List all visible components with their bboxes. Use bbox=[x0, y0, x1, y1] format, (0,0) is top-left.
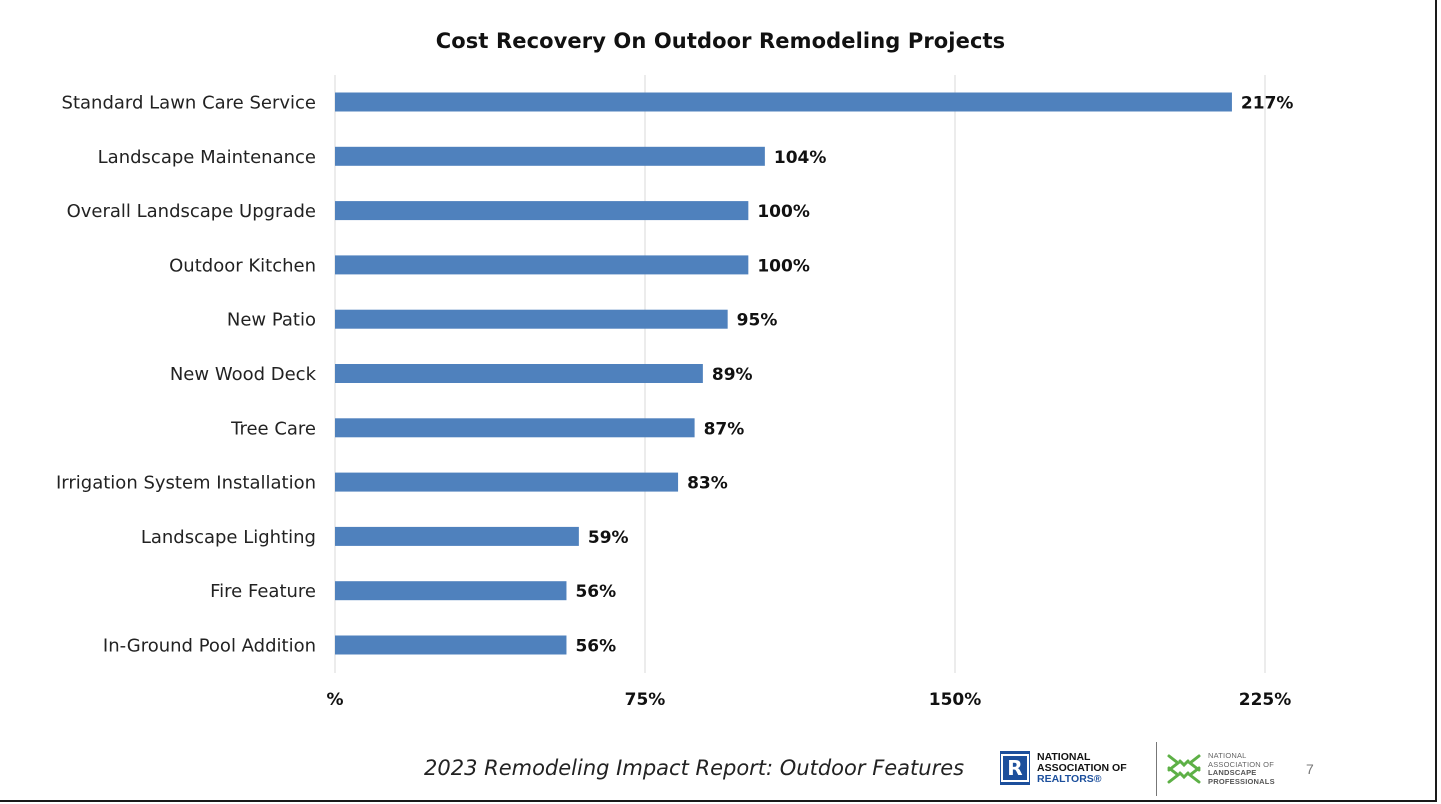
bar bbox=[335, 92, 1232, 112]
bar bbox=[335, 364, 703, 383]
data-label: 59% bbox=[588, 528, 629, 548]
data-label: 95% bbox=[737, 311, 778, 331]
bar bbox=[335, 581, 567, 601]
x-tick-label: 75% bbox=[625, 690, 666, 710]
data-label: 87% bbox=[704, 419, 745, 439]
category-label: New Wood Deck bbox=[170, 364, 317, 385]
nar-logo-text: NATIONAL ASSOCIATION OF REALTORS® bbox=[1037, 750, 1127, 785]
nalp-line1: NATIONAL bbox=[1208, 751, 1247, 760]
data-label: 83% bbox=[687, 474, 728, 494]
x-tick-label: % bbox=[326, 690, 343, 710]
bar bbox=[335, 418, 695, 438]
nar-line1: NATIONAL bbox=[1037, 750, 1091, 763]
nar-logo: R NATIONAL ASSOCIATION OF REALTORS® bbox=[1000, 751, 1127, 785]
data-label: 89% bbox=[712, 365, 753, 385]
x-tick-label: 225% bbox=[1239, 690, 1292, 710]
bar bbox=[335, 309, 728, 329]
category-label: Outdoor Kitchen bbox=[169, 255, 316, 276]
realtor-r-icon: R bbox=[1000, 751, 1030, 785]
bar bbox=[335, 146, 765, 166]
category-label: Standard Lawn Care Service bbox=[62, 93, 316, 114]
data-label: 100% bbox=[757, 256, 810, 276]
bar bbox=[335, 472, 679, 492]
category-label: Landscape Maintenance bbox=[98, 147, 316, 168]
category-label: New Patio bbox=[227, 310, 316, 331]
category-label: Landscape Lighting bbox=[141, 527, 316, 548]
nalp-line3: LANDSCAPE bbox=[1208, 768, 1257, 777]
nar-line2: ASSOCIATION OF bbox=[1037, 761, 1127, 774]
report-title: 2023 Remodeling Impact Report: Outdoor F… bbox=[424, 756, 965, 780]
data-label: 100% bbox=[757, 202, 810, 222]
data-label: 104% bbox=[774, 148, 827, 168]
page-number: 7 bbox=[1306, 761, 1314, 777]
category-label: Fire Feature bbox=[210, 581, 316, 602]
nalp-line4: PROFESSIONALS bbox=[1208, 776, 1275, 786]
chart-title: Cost Recovery On Outdoor Remodeling Proj… bbox=[435, 29, 1006, 53]
data-label: 217% bbox=[1241, 94, 1294, 114]
nalp-logo: NATIONAL ASSOCIATION OF LANDSCAPE PROFES… bbox=[1166, 751, 1275, 786]
nalp-logo-text: NATIONAL ASSOCIATION OF LANDSCAPE PROFES… bbox=[1208, 751, 1275, 786]
data-label: 56% bbox=[575, 637, 616, 657]
nalp-line2: ASSOCIATION OF bbox=[1208, 759, 1275, 769]
category-label: In-Ground Pool Addition bbox=[103, 636, 316, 657]
nar-line3: REALTORS® bbox=[1037, 772, 1102, 785]
x-tick-label: 150% bbox=[929, 690, 982, 710]
category-label: Irrigation System Installation bbox=[56, 473, 316, 494]
logo-divider bbox=[1156, 742, 1157, 796]
nalp-leaf-icon bbox=[1167, 754, 1201, 784]
category-label: Overall Landscape Upgrade bbox=[67, 201, 316, 222]
category-label: Tree Care bbox=[230, 418, 316, 439]
bar bbox=[335, 635, 567, 655]
bar bbox=[335, 201, 749, 221]
bar bbox=[335, 255, 749, 275]
bar bbox=[335, 526, 579, 546]
data-label: 56% bbox=[575, 582, 616, 602]
